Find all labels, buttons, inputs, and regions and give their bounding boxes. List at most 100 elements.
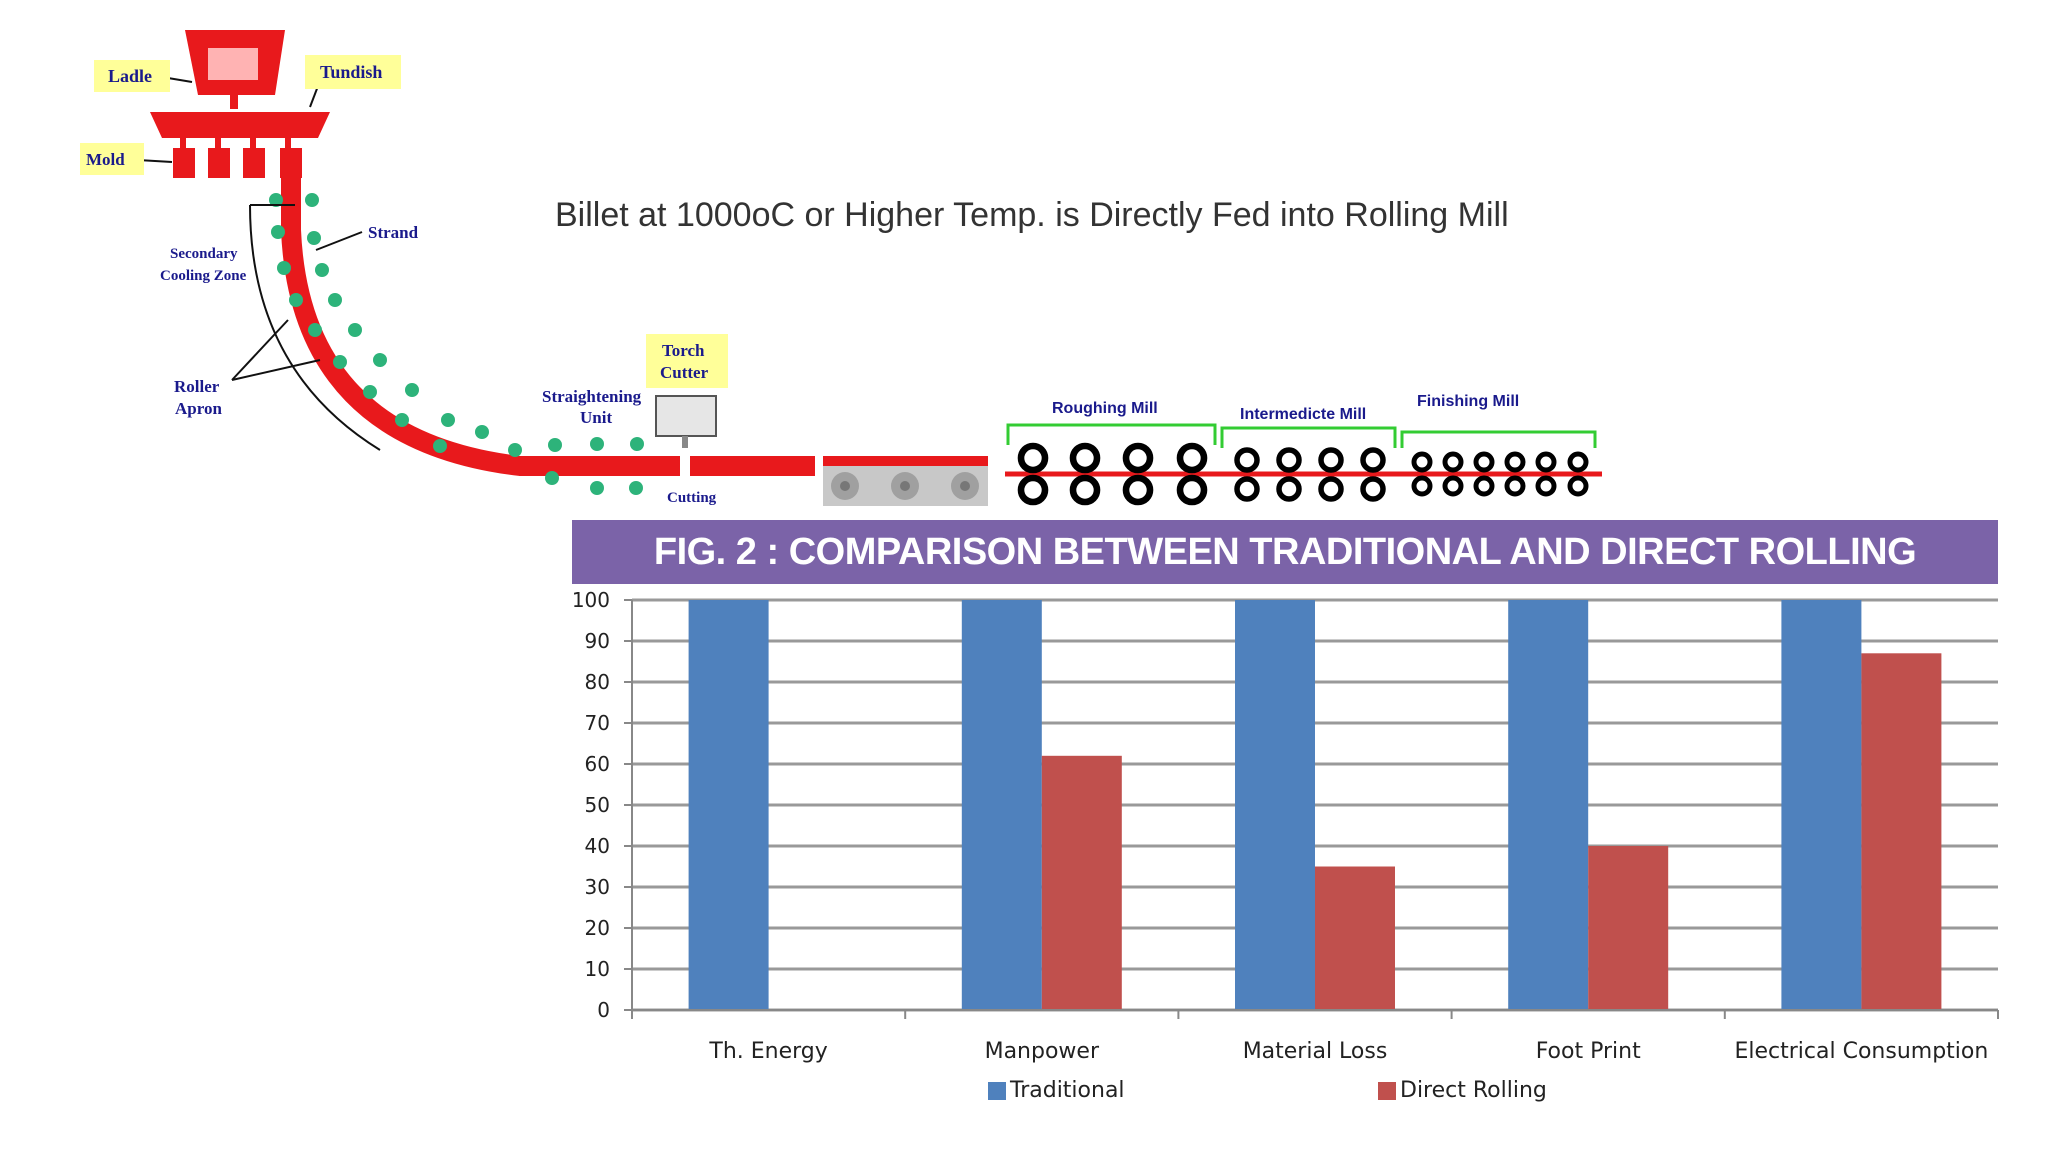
y-tick-label: 40 [585,834,610,858]
secondary-cooling-label-1: Secondary [170,246,238,262]
mill-roll [1535,475,1557,497]
mill-roll [1360,476,1386,502]
mill-brackets [1006,423,1597,448]
mill-roll [1473,475,1495,497]
strand-roller [433,439,447,453]
bar-direct-rolling [1041,755,1122,1010]
torch-cutter-label-2: Cutter [660,363,709,382]
y-tick-label: 30 [585,875,610,899]
strand-roller [308,323,322,337]
strand-roller [395,413,409,427]
mill-roll [1567,451,1589,473]
mill-roll [1234,476,1260,502]
mill-roll [1318,447,1344,473]
strand-roller [328,293,342,307]
legend-label-direct-rolling: Direct Rolling [1400,1078,1547,1103]
x-tick-labels: Th. Energy Manpower Material Loss Foot Prin… [708,1039,1988,1064]
strand-rollers [269,193,644,495]
mill-roll [1069,474,1101,506]
mill-roll [1473,451,1495,473]
chart-legend: Traditional Direct Rolling [0,1078,2048,1108]
roller-table [823,466,988,506]
legend-item-traditional: Traditional [988,1078,1125,1103]
torch-cutter-label-1: Torch [662,341,705,360]
y-tick-label: 50 [585,793,610,817]
y-tick-label: 60 [585,752,610,776]
bar-direct-rolling [1315,866,1395,1010]
strand-curve [281,160,680,476]
torch-cutter-label-bg [646,334,728,388]
headline-text: Billet at 1000oC or Higher Temp. is Dire… [555,196,1509,234]
mill-roll [1234,447,1260,473]
bar-traditional [1508,600,1589,1010]
strand-roller [348,323,362,337]
cutting-label: Cutting [667,490,717,506]
bar-traditional [688,600,769,1010]
tundish-vessel [150,112,330,148]
mill-roll [1411,475,1433,497]
strand-roller [630,437,644,451]
label-arrows [137,76,381,451]
ladle-label-bg [94,60,170,92]
mill-roll [1176,442,1208,474]
mill-roll [1504,475,1526,497]
strand-roller [373,353,387,367]
mill-roll [1017,474,1049,506]
bar-traditional [1235,600,1315,1010]
tundish-label: Tundish [320,62,382,82]
strand-roller [405,383,419,397]
x-tick-label: Electrical Consumption [1734,1039,1988,1064]
strand-roller [289,293,303,307]
mill-roll [1442,475,1464,497]
chart-title-banner: FIG. 2 : COMPARISON BETWEEN TRADITIONAL … [572,520,1998,584]
chart-bars [688,600,1942,1010]
strand-roller [363,385,377,399]
billet-section-2 [823,456,988,468]
legend-swatch-direct-rolling [1378,1081,1396,1100]
strand-label: Strand [368,223,419,242]
x-tick-label: Foot Print [1536,1039,1641,1064]
strand-roller [333,355,347,369]
legend-label-traditional: Traditional [1010,1078,1125,1103]
legend-swatch-traditional [988,1081,1006,1100]
billet-section-1 [690,456,815,476]
finishing-mill-label: Finishing Mill [1417,393,1519,410]
strand-roller [269,193,283,207]
roller-apron-label-1: Roller [174,377,220,396]
strand-roller [277,261,291,275]
mill-roll [1442,451,1464,473]
mill-roll [1122,474,1154,506]
ladle-label: Ladle [108,66,152,86]
straightening-label-1: Straightening [542,387,642,406]
mill-stands [1017,442,1589,506]
bar-traditional [961,600,1042,1010]
strand-roller [590,437,604,451]
y-tick-labels: 0 10 20 30 40 50 60 70 80 90 100 [572,588,610,1022]
y-tick-label: 20 [585,916,610,940]
legend-item-direct-rolling: Direct Rolling [1378,1078,1547,1103]
straightening-label-2: Unit [580,408,612,427]
strand-roller [315,263,329,277]
strand-roller [441,413,455,427]
y-tick-label: 0 [597,998,610,1022]
mill-roll [1360,447,1386,473]
strand-roller [590,481,604,495]
strand-roller [545,471,559,485]
strand-roller [271,225,285,239]
y-tick-label: 10 [585,957,610,981]
y-tick-label: 100 [572,588,610,612]
strand-roller [475,425,489,439]
x-tick-label: Manpower [985,1039,1100,1064]
mill-roll [1411,451,1433,473]
strand-roller [629,481,643,495]
x-tick-label: Material Loss [1243,1039,1388,1064]
y-tick-label: 70 [585,711,610,735]
ladle-vessel [185,30,285,109]
mold-label-bg [80,143,144,175]
torch-cutter-device [655,395,717,448]
strand-roller [305,193,319,207]
mold-label: Mold [86,150,125,169]
process-diagram: Ladle Tundish Mold Strand Secondary Cool… [80,30,1602,506]
mill-roll [1535,451,1557,473]
